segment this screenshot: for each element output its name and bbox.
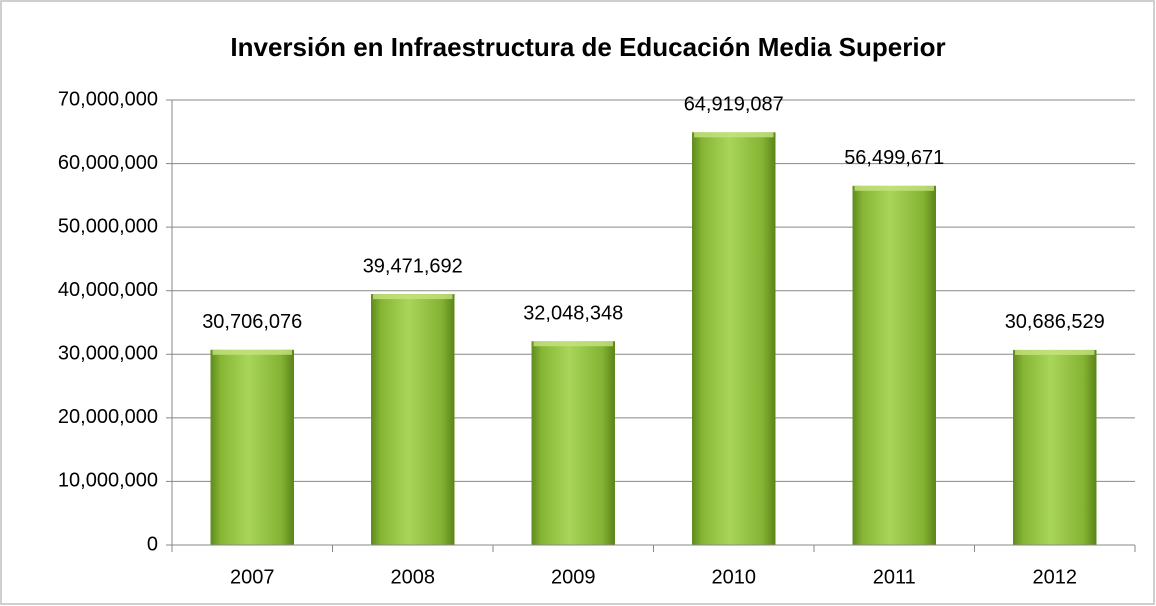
data-label: 32,048,348: [523, 303, 623, 325]
bar-cap: [854, 185, 934, 191]
y-tick-label: 40,000,000: [58, 279, 158, 301]
bar-cap: [373, 294, 453, 300]
bar-cap: [212, 349, 292, 355]
x-tick-label: 2007: [230, 566, 275, 588]
y-tick-label: 20,000,000: [58, 406, 158, 428]
bar-cap: [533, 341, 613, 347]
bar: [852, 185, 936, 545]
chart-title: Inversión en Infraestructura de Educació…: [230, 32, 945, 62]
y-tick-label: 0: [147, 533, 158, 555]
data-label: 39,471,692: [363, 255, 463, 277]
data-label: 64,919,087: [684, 94, 784, 116]
bar-cap: [1015, 349, 1095, 355]
bar: [531, 341, 615, 545]
data-label: 30,686,529: [1005, 311, 1105, 333]
bar: [692, 132, 776, 545]
y-tick-label: 50,000,000: [58, 215, 158, 237]
x-tick-label: 2010: [712, 566, 757, 588]
data-label: 30,706,076: [202, 311, 302, 333]
y-tick-label: 70,000,000: [58, 88, 158, 110]
bar: [1013, 349, 1097, 545]
y-tick-label: 60,000,000: [58, 152, 158, 174]
bar-cap: [694, 132, 774, 138]
y-tick-label: 10,000,000: [58, 470, 158, 492]
y-tick-label: 30,000,000: [58, 343, 158, 365]
x-tick-label: 2008: [391, 566, 436, 588]
x-tick-label: 2009: [551, 566, 596, 588]
bar: [210, 349, 294, 545]
bar: [371, 294, 455, 545]
x-tick-label: 2011: [873, 566, 916, 588]
data-label: 56,499,671: [844, 147, 944, 169]
x-tick-label: 2012: [1033, 566, 1078, 588]
